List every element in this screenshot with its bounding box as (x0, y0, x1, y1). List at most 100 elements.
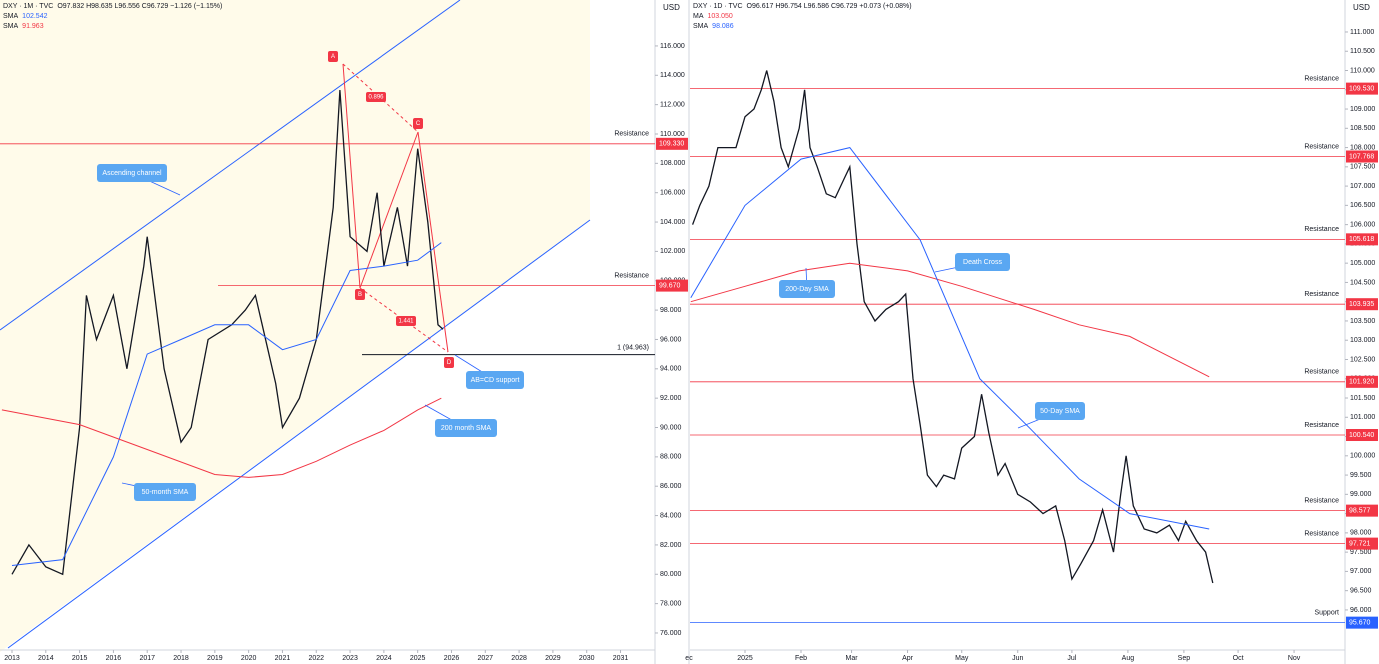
x-tick-label: 2020 (241, 655, 257, 662)
y-tick-label: 102.500 (1350, 356, 1375, 363)
y-tick-label: 105.000 (1350, 260, 1375, 267)
y-tick-label: 96.000 (1350, 607, 1372, 614)
x-tick-label: Sep (1178, 655, 1191, 662)
point-marker (355, 289, 365, 300)
level-text: Resistance (1304, 291, 1339, 298)
x-tick-label: 2016 (106, 655, 122, 662)
ab-leg (342, 63, 361, 289)
point-label: B (358, 292, 362, 298)
callout-box (779, 280, 835, 298)
level-price-box (1346, 616, 1378, 629)
sma-line (1, 397, 442, 478)
level-text: Resistance (1304, 530, 1339, 537)
y-tick-label: 108.000 (1350, 144, 1375, 151)
point-label: D (447, 360, 452, 366)
legend-name: SMA (3, 23, 19, 30)
sma-line (11, 242, 442, 566)
price-axis (1345, 0, 1379, 664)
y-tick-label: 94.000 (660, 366, 682, 373)
y-tick-label: 110.500 (1350, 48, 1375, 55)
y-tick-label: 106.000 (660, 190, 685, 197)
legend-ohlc: O97.832 H98.635 L96.556 C96.729 −1.126 (… (57, 3, 222, 10)
y-tick-label: 106.000 (1350, 221, 1375, 228)
x-tick-label: Apr (902, 655, 914, 662)
y-tick-label: 84.000 (660, 512, 682, 519)
ratio-label: 1.441 (398, 319, 414, 325)
callout-text: 50-month SMA (142, 489, 189, 496)
y-tick-label: 76.000 (660, 630, 682, 637)
level-price-label: 98.577 (1349, 507, 1371, 514)
y-tick-label: 112.000 (660, 101, 685, 108)
callout-box (134, 483, 196, 501)
bc-leg (359, 131, 419, 289)
x-tick-label: 2024 (376, 655, 392, 662)
x-tick-label: 2025 (737, 655, 753, 662)
axis-unit: USD (1353, 3, 1370, 12)
level-price-label: 100.540 (1349, 432, 1374, 439)
y-tick-label: 88.000 (660, 454, 682, 461)
level-text: Resistance (614, 272, 649, 279)
price-axis (655, 0, 689, 664)
level-price-label: 99.670 (659, 282, 681, 289)
level-price-label: 95.670 (1349, 619, 1371, 626)
x-tick-label: 2021 (275, 655, 291, 662)
x-tick-label: Mar (846, 655, 859, 662)
y-tick-label: 102.000 (660, 248, 685, 255)
channel-upper (0, 0, 461, 331)
level-price-box (1346, 375, 1378, 388)
y-tick-label: 110.000 (660, 131, 685, 138)
x-tick-label: Nov (1288, 655, 1301, 662)
x-tick-label: 2014 (38, 655, 54, 662)
x-tick-label: 2018 (173, 655, 189, 662)
y-tick-label: 97.000 (1350, 568, 1372, 575)
x-tick-label: Jun (1012, 655, 1023, 662)
y-tick-label: 99.500 (1350, 472, 1372, 479)
x-tick-label: Aug (1122, 655, 1135, 662)
y-tick-label: 99.000 (1350, 491, 1372, 498)
price-line (691, 70, 1214, 584)
y-tick-label: 107.000 (1350, 183, 1375, 190)
level-price-box (1346, 82, 1378, 95)
y-tick-label: 92.000 (660, 395, 682, 402)
x-tick-label: 2019 (207, 655, 223, 662)
callout-text: 50-Day SMA (1040, 408, 1080, 415)
level-price-label: 107.768 (1349, 153, 1374, 160)
level-text: Resistance (614, 131, 649, 138)
y-tick-label: 96.500 (1350, 588, 1372, 595)
x-tick-label: Feb (795, 655, 807, 662)
y-tick-label: 107.500 (1350, 164, 1375, 171)
level-price-label: 97.721 (1349, 540, 1371, 547)
callout-box (97, 164, 167, 182)
level-price-box (1346, 298, 1378, 311)
callout-box (955, 253, 1010, 271)
level-price-label: 109.530 (1349, 85, 1374, 92)
y-tick-label: 96.000 (660, 336, 682, 343)
level-text: Resistance (1304, 369, 1339, 376)
x-tick-label: 2015 (72, 655, 88, 662)
x-tick-label: 2025 (410, 655, 426, 662)
legend-name: MA (693, 13, 704, 20)
price-line (11, 89, 444, 576)
legend-ohlc: O96.617 H96.754 L96.586 C96.729 +0.073 (… (747, 3, 912, 10)
x-tick-label: Jul (1067, 655, 1076, 662)
level-price-box (1346, 504, 1378, 517)
x-tick-label: 2017 (139, 655, 155, 662)
y-tick-label: 104.500 (1350, 279, 1375, 286)
y-tick-label: 111.000 (1350, 29, 1374, 36)
axis-unit: USD (663, 3, 680, 12)
level-price-box (656, 137, 688, 150)
x-tick-label: 2013 (4, 655, 20, 662)
y-tick-label: 100.000 (1350, 453, 1375, 460)
level-price-box (1346, 150, 1378, 163)
y-tick-label: 103.000 (1350, 337, 1375, 344)
y-tick-label: 110.000 (1350, 67, 1375, 74)
callout-text: 200-Day SMA (785, 286, 829, 293)
x-tick-label: 2026 (444, 655, 460, 662)
level-text: 1 (94.963) (617, 345, 649, 352)
cd-leg (417, 131, 449, 353)
point-marker (413, 118, 423, 129)
point-marker (328, 51, 338, 62)
y-tick-label: 108.500 (1350, 125, 1375, 132)
y-tick-label: 108.000 (660, 160, 685, 167)
x-tick-label: 2027 (478, 655, 494, 662)
